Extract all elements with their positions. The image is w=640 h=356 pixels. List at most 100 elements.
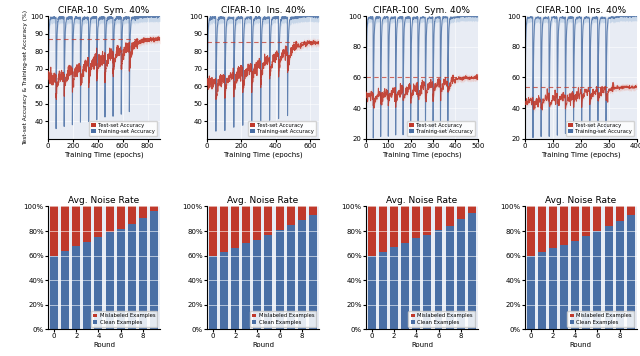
Bar: [616, 206, 623, 221]
Bar: [435, 206, 442, 230]
Bar: [457, 206, 465, 219]
Bar: [50, 206, 58, 256]
Bar: [287, 225, 294, 329]
Bar: [128, 224, 136, 329]
Bar: [627, 206, 635, 215]
Bar: [61, 251, 69, 329]
Bar: [560, 206, 568, 245]
Bar: [582, 236, 590, 329]
Bar: [83, 242, 92, 329]
Bar: [61, 206, 69, 251]
Bar: [368, 206, 376, 256]
Bar: [253, 206, 261, 240]
Bar: [468, 213, 476, 329]
Bar: [116, 229, 125, 329]
Bar: [106, 232, 113, 329]
Bar: [243, 243, 250, 329]
X-axis label: Training Time (epochs): Training Time (epochs): [64, 151, 144, 158]
X-axis label: Round: Round: [411, 341, 433, 347]
Bar: [264, 206, 273, 235]
Bar: [276, 230, 284, 329]
Bar: [605, 206, 612, 226]
Bar: [264, 235, 273, 329]
Y-axis label: Test-set Accuracy & Training-set Accuracy (%): Test-set Accuracy & Training-set Accurac…: [23, 10, 28, 145]
Bar: [527, 206, 535, 256]
Bar: [627, 215, 635, 329]
Bar: [593, 206, 602, 231]
Bar: [412, 239, 420, 329]
Bar: [538, 206, 546, 252]
Bar: [527, 256, 535, 329]
Bar: [593, 231, 602, 329]
Bar: [150, 206, 158, 211]
Title: CIFAR-100  Sym. 40%: CIFAR-100 Sym. 40%: [373, 6, 470, 15]
X-axis label: Round: Round: [570, 341, 592, 347]
Bar: [435, 230, 442, 329]
Title: Avg. Noise Rate: Avg. Noise Rate: [545, 196, 616, 205]
Bar: [368, 256, 376, 329]
Bar: [150, 211, 158, 329]
Bar: [95, 237, 102, 329]
Bar: [605, 226, 612, 329]
X-axis label: Training Time (epochs): Training Time (epochs): [541, 151, 621, 158]
Bar: [538, 252, 546, 329]
Bar: [298, 220, 306, 329]
Bar: [83, 206, 92, 242]
Title: CIFAR-100  Ins. 40%: CIFAR-100 Ins. 40%: [536, 6, 626, 15]
Legend: Mislabeled Examples, Clean Examples: Mislabeled Examples, Clean Examples: [91, 312, 157, 327]
Title: Avg. Noise Rate: Avg. Noise Rate: [68, 196, 140, 205]
Bar: [298, 206, 306, 220]
X-axis label: Round: Round: [252, 341, 274, 347]
Bar: [401, 243, 409, 329]
Bar: [582, 206, 590, 236]
Legend: Test-set Accuracy, Training-set Accuracy: Test-set Accuracy, Training-set Accuracy: [566, 121, 634, 136]
Bar: [253, 240, 261, 329]
Bar: [106, 206, 113, 232]
Legend: Test-set Accuracy, Training-set Accuracy: Test-set Accuracy, Training-set Accuracy: [90, 121, 157, 136]
Bar: [401, 206, 409, 243]
Bar: [457, 219, 465, 329]
Bar: [549, 206, 557, 248]
Bar: [390, 247, 398, 329]
Bar: [128, 206, 136, 224]
Bar: [309, 206, 317, 215]
X-axis label: Training Time (epochs): Training Time (epochs): [382, 151, 461, 158]
Bar: [412, 206, 420, 239]
Bar: [424, 206, 431, 235]
Bar: [220, 252, 228, 329]
Bar: [243, 206, 250, 243]
X-axis label: Round: Round: [93, 341, 115, 347]
Title: CIFAR-10  Ins. 40%: CIFAR-10 Ins. 40%: [221, 6, 305, 15]
Legend: Mislabeled Examples, Clean Examples: Mislabeled Examples, Clean Examples: [250, 312, 316, 327]
Bar: [309, 215, 317, 329]
Bar: [424, 235, 431, 329]
Bar: [116, 206, 125, 229]
Legend: Mislabeled Examples, Clean Examples: Mislabeled Examples, Clean Examples: [568, 312, 634, 327]
Bar: [95, 206, 102, 237]
Bar: [50, 256, 58, 329]
Bar: [72, 246, 80, 329]
Bar: [209, 206, 217, 256]
Bar: [72, 206, 80, 246]
Bar: [231, 206, 239, 248]
Legend: Test-set Accuracy, Training-set Accuracy: Test-set Accuracy, Training-set Accuracy: [407, 121, 476, 136]
Bar: [560, 245, 568, 329]
Bar: [231, 248, 239, 329]
Title: CIFAR-10  Sym. 40%: CIFAR-10 Sym. 40%: [58, 6, 150, 15]
Bar: [445, 206, 454, 226]
Bar: [139, 218, 147, 329]
Bar: [572, 206, 579, 241]
Bar: [379, 206, 387, 252]
Title: Avg. Noise Rate: Avg. Noise Rate: [387, 196, 458, 205]
Bar: [572, 241, 579, 329]
Legend: Mislabeled Examples, Clean Examples: Mislabeled Examples, Clean Examples: [408, 312, 476, 327]
Title: Avg. Noise Rate: Avg. Noise Rate: [227, 196, 298, 205]
Bar: [616, 221, 623, 329]
Bar: [379, 252, 387, 329]
Bar: [209, 256, 217, 329]
Bar: [287, 206, 294, 225]
X-axis label: Training Time (epochs): Training Time (epochs): [223, 151, 303, 158]
Bar: [390, 206, 398, 247]
Legend: Test-set Accuracy, Training-set Accuracy: Test-set Accuracy, Training-set Accuracy: [248, 121, 316, 136]
Bar: [276, 206, 284, 230]
